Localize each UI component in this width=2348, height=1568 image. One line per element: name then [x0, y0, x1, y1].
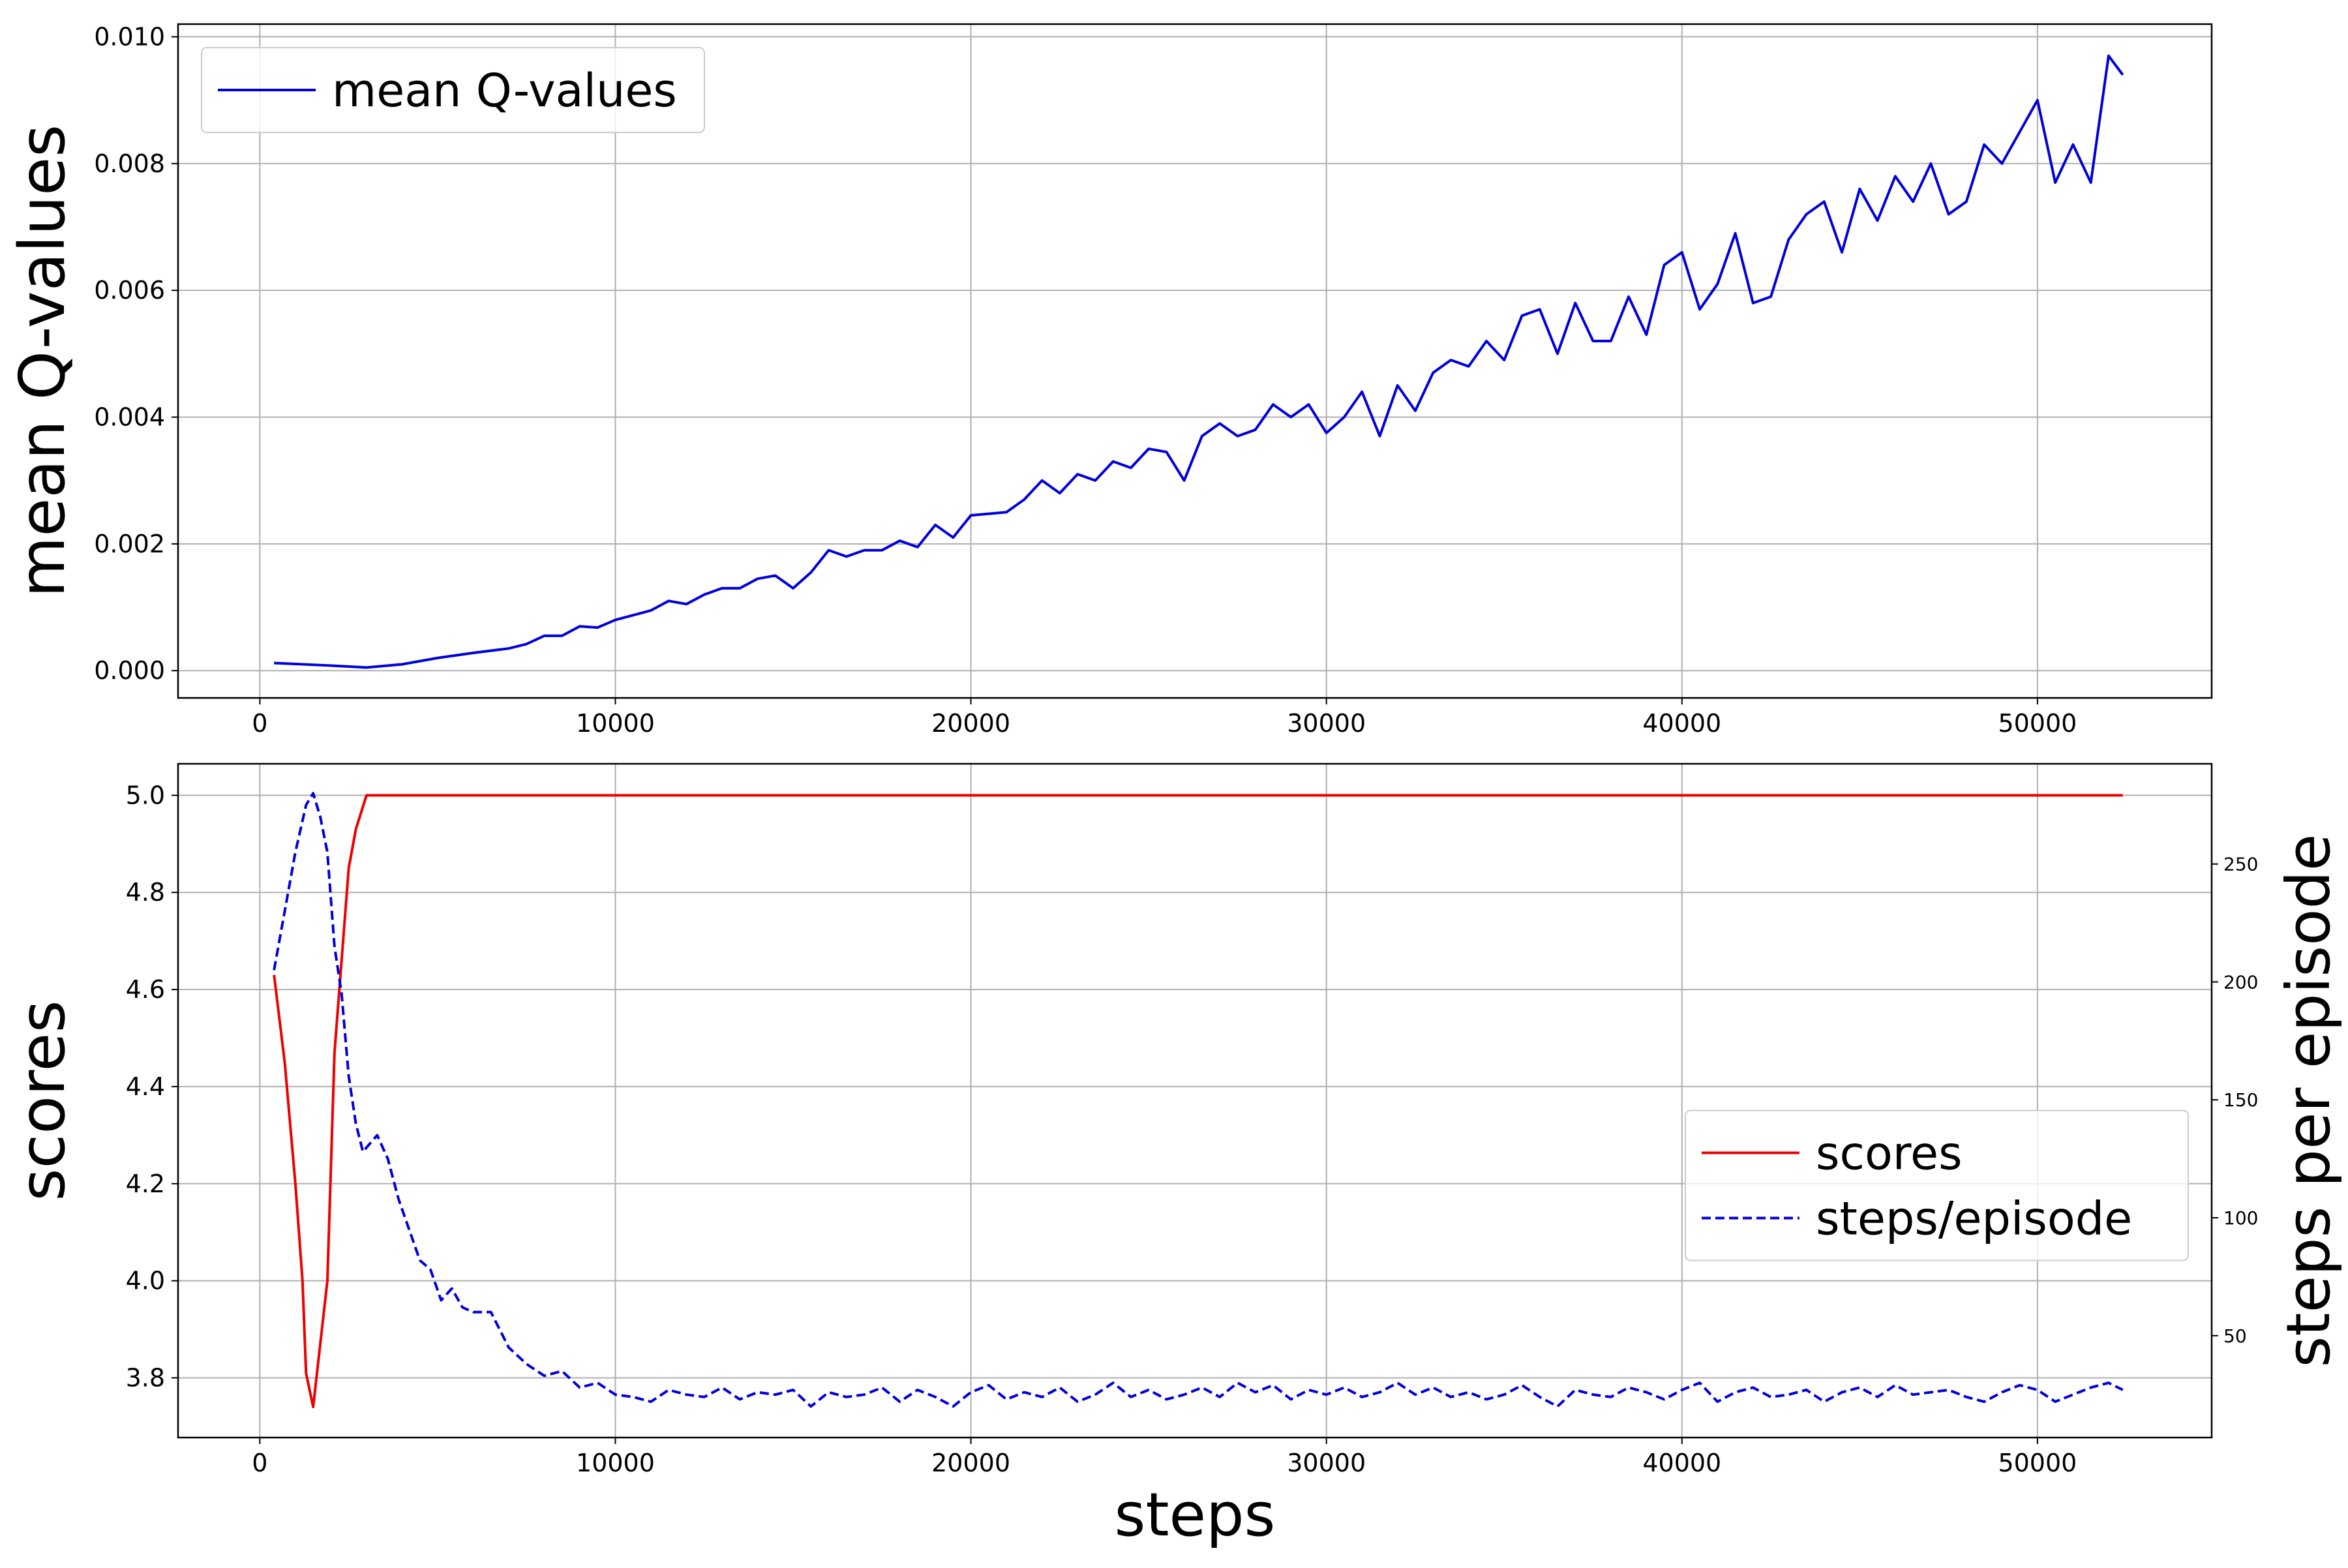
y-tick-label: 0.006 — [94, 276, 165, 305]
plot-frame — [177, 762, 2213, 1439]
y-tick-label: 5.0 — [126, 781, 165, 809]
legend: mean Q-values — [201, 47, 705, 133]
x-tick-label: 0 — [252, 709, 267, 738]
legend-box — [1685, 1109, 2189, 1261]
legend-label: scores — [1816, 1127, 1963, 1181]
y-tick-label: 0.002 — [94, 530, 165, 558]
legend-label: steps/episode — [1816, 1192, 2132, 1246]
x-tick-label: 10000 — [576, 1449, 655, 1477]
x-tick-label: 10000 — [576, 709, 655, 738]
y-tick-label: 4.0 — [126, 1267, 165, 1295]
x-tick-label: 40000 — [1642, 1449, 1721, 1477]
x-tick-label: 0 — [252, 1449, 267, 1477]
y-axis-label: mean Q-values — [6, 125, 79, 597]
plot-frame — [177, 23, 2213, 699]
y2-tick-label: 200 — [2223, 971, 2258, 993]
legend: scores steps/episode — [1685, 1109, 2189, 1261]
y-axis-label: scores — [6, 1001, 79, 1201]
x-tick-label: 20000 — [931, 1449, 1010, 1477]
x-tick-label: 30000 — [1287, 709, 1366, 738]
y2-tick-label: 150 — [2223, 1089, 2258, 1111]
y-tick-label: 0.008 — [94, 149, 165, 178]
x-tick-label: 50000 — [1998, 709, 2077, 738]
y-tick-label: 4.2 — [126, 1169, 165, 1198]
legend-label: mean Q-values — [332, 64, 677, 117]
y2-tick-label: 100 — [2223, 1207, 2258, 1229]
series-line — [273, 792, 2124, 1408]
x-tick-label: 30000 — [1287, 1449, 1366, 1477]
y-tick-label: 0.004 — [94, 403, 165, 432]
x-tick-label: 50000 — [1998, 1449, 2077, 1477]
x-tick-label: 40000 — [1642, 709, 1721, 738]
y2-axis-label: steps per episode — [2274, 834, 2343, 1367]
x-tick-label: 20000 — [931, 709, 1010, 738]
y2-tick-label: 50 — [2223, 1325, 2247, 1347]
y-tick-label: 3.8 — [126, 1363, 165, 1392]
series-line — [274, 54, 2124, 669]
y-tick-label: 4.6 — [126, 975, 165, 1004]
x-axis-label: steps — [1115, 1480, 1276, 1550]
y-tick-label: 0.000 — [94, 656, 165, 685]
y-tick-label: 4.4 — [126, 1072, 165, 1101]
y2-tick-label: 250 — [2223, 854, 2258, 875]
legend-box — [201, 47, 705, 133]
series-line — [273, 794, 2123, 1409]
y-tick-label: 0.010 — [94, 22, 165, 51]
y-tick-label: 4.8 — [126, 878, 165, 907]
